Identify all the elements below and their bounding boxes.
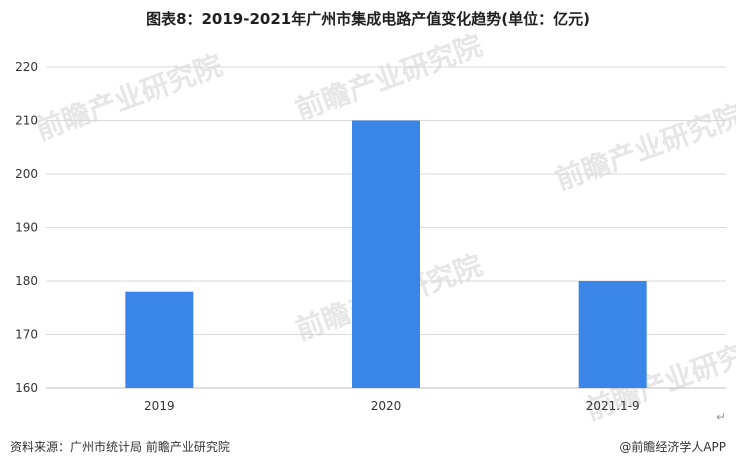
bar-2019 xyxy=(125,291,194,388)
watermark-text: 前瞻产业研究院 xyxy=(291,29,486,127)
x-tick-label: 2019 xyxy=(144,399,175,413)
bar-2020 xyxy=(352,120,420,388)
y-tick-label: 190 xyxy=(15,221,38,235)
return-mark: ↵ xyxy=(716,410,727,424)
source-note: 资料来源：广州市统计局 前瞻产业研究院 xyxy=(10,440,230,454)
bars xyxy=(125,120,647,388)
bar-2021.1-9 xyxy=(578,281,647,388)
brand-credit: @前瞻经济学人APP xyxy=(619,440,726,454)
y-axis-ticks: 160 170 180 190 200 210 220 xyxy=(15,60,38,395)
chart-title: 图表8：2019-2021年广州市集成电路产值变化趋势(单位：亿元) xyxy=(146,10,590,28)
y-tick-label: 220 xyxy=(15,60,38,74)
x-tick-label: 2020 xyxy=(371,399,402,413)
y-tick-label: 210 xyxy=(15,114,38,128)
watermark-text: 前瞻产业研究院 xyxy=(551,99,736,197)
y-tick-label: 200 xyxy=(15,167,38,181)
watermark-text: 前瞻产业研究院 xyxy=(31,49,226,147)
y-tick-label: 180 xyxy=(15,274,38,288)
x-axis-ticks: 2019 2020 2021.1-9 xyxy=(144,399,640,413)
y-tick-label: 160 xyxy=(15,381,38,395)
x-tick-label: 2021.1-9 xyxy=(586,399,640,413)
y-tick-label: 170 xyxy=(15,328,38,342)
